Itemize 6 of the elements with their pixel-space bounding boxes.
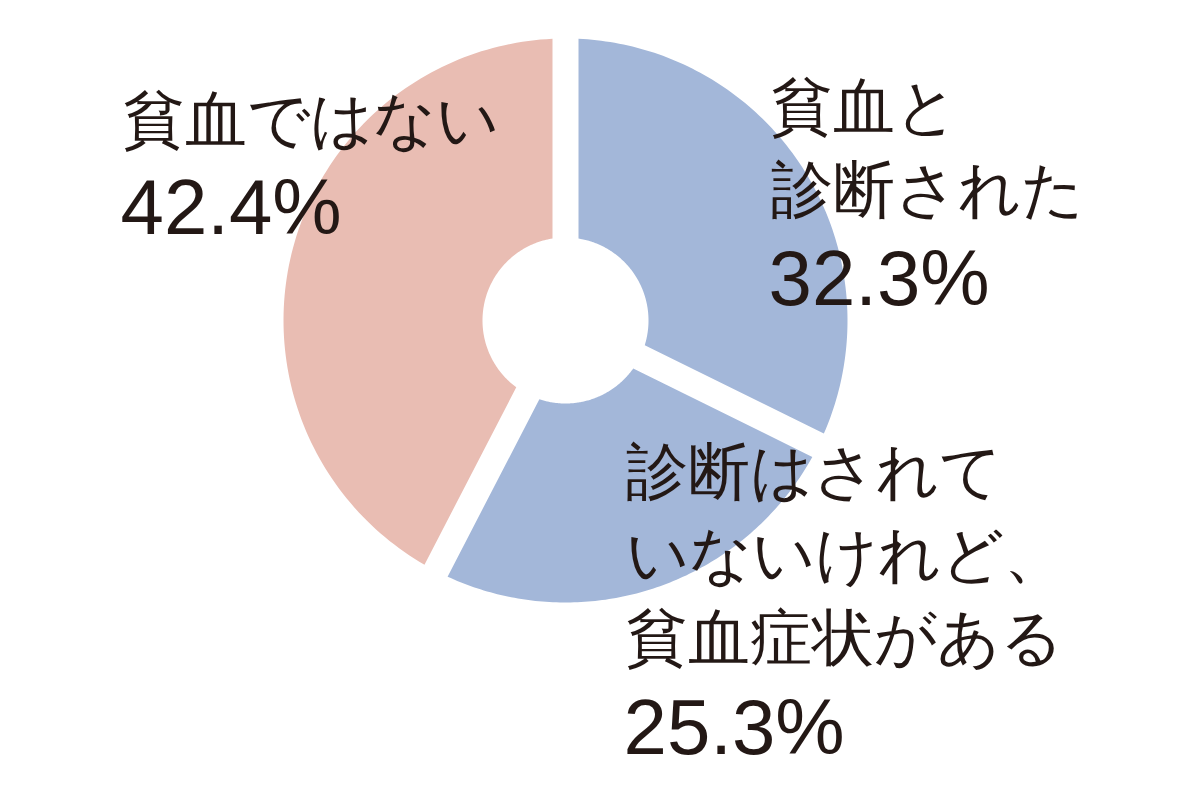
data-label: 25.3% — [623, 682, 845, 771]
slice-label: 貧血と診断された — [770, 69, 1084, 226]
data-label: 42.4% — [120, 162, 342, 251]
slice-label: 貧血ではない — [122, 82, 499, 156]
data-label: 32.3% — [768, 233, 990, 322]
slice-label: 診断はされていないけれど、貧血症状がある — [625, 434, 1066, 674]
